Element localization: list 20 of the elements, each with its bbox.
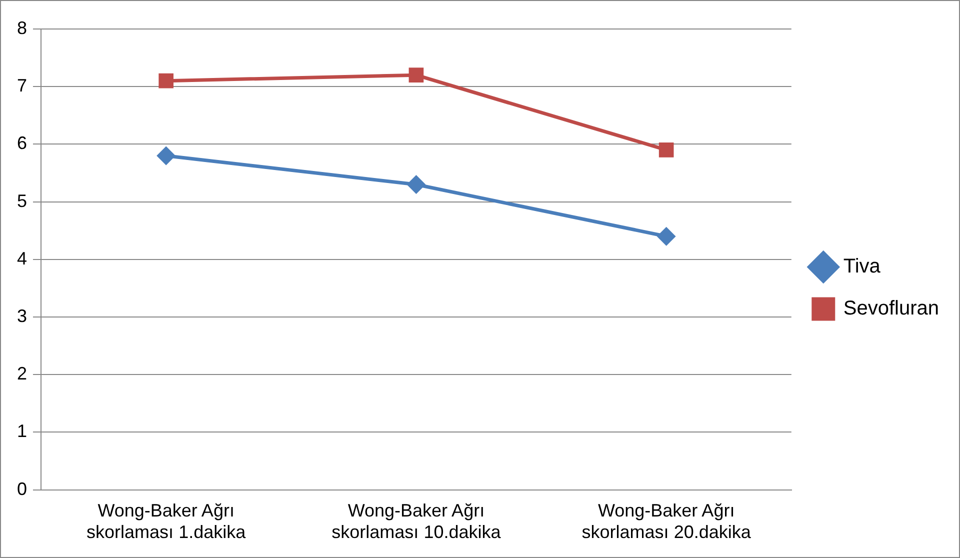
legend-label: Tiva [843, 256, 882, 278]
y-tick-label: 4 [16, 248, 28, 268]
x-tick-label: Wong-Baker Ağrı skorlaması 10.dakika [332, 500, 502, 542]
point [158, 73, 174, 88]
point [658, 228, 676, 246]
y-tick-label: 3 [16, 306, 28, 326]
y-tick-label: 2 [16, 364, 28, 384]
y-tick-label: 1 [16, 421, 28, 442]
x-tick-label: Wong-Baker Ağrı skorlaması 20.dakika [582, 500, 752, 542]
point [157, 146, 175, 164]
point [408, 68, 424, 82]
x-tick-label: Wong-Baker Ağrı skorlaması 1.dakika [86, 500, 247, 542]
point [407, 176, 425, 194]
point [658, 142, 674, 158]
y-tick-label: 0 [16, 478, 28, 499]
y-tick-label: 6 [16, 133, 28, 154]
y-tick-label: 5 [16, 190, 28, 211]
y-tick-label: 8 [16, 18, 28, 38]
y-tick-label: 7 [16, 76, 28, 96]
legend-label: Sevofluran [843, 298, 940, 320]
